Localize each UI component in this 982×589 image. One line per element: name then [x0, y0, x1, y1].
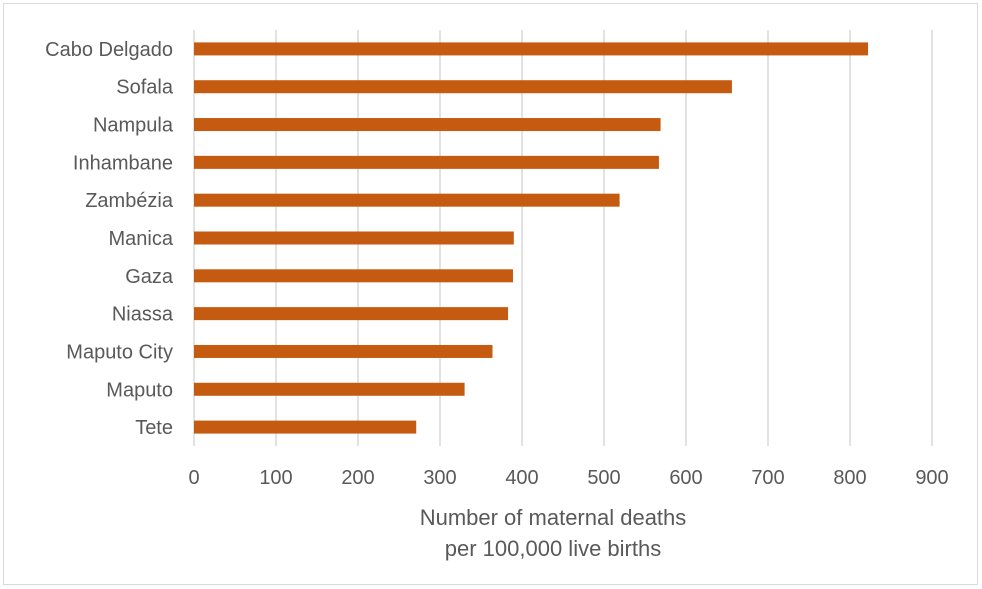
x-tick-label: 500 [587, 467, 620, 489]
chart-frame [3, 3, 978, 585]
category-label: Maputo [106, 379, 173, 401]
bar-tete [194, 420, 417, 434]
x-tick-label: 900 [915, 467, 948, 489]
category-label: Gaza [125, 266, 174, 288]
category-label: Nampula [93, 115, 174, 137]
x-tick-label: 800 [833, 467, 866, 489]
x-tick-label: 0 [188, 467, 199, 489]
x-axis-title-line-2: per 100,000 live births [445, 536, 661, 561]
category-label: Cabo Delgado [45, 39, 173, 61]
x-tick-label: 200 [341, 467, 374, 489]
bars [194, 42, 869, 434]
bar-gaza [194, 269, 513, 283]
bar-sofala [194, 80, 732, 94]
bar-cabo-delgado [194, 42, 869, 56]
category-label: Zambézia [85, 190, 174, 212]
x-tick-label: 700 [751, 467, 784, 489]
bar-nampula [194, 118, 661, 132]
bar-zamb-zia [194, 193, 620, 207]
bar-niassa [194, 307, 509, 321]
x-tick-label: 100 [259, 467, 292, 489]
category-label: Manica [109, 228, 174, 250]
category-labels: Cabo Delgado Sofala Nampula Inhambane Zambéz… [45, 39, 174, 439]
bar-maputo-city [194, 344, 493, 358]
x-tick-labels: 0 100 200 300 400 500 600 700 800 900 [188, 467, 948, 489]
category-label: Sofala [116, 77, 174, 99]
category-label: Tete [135, 417, 173, 439]
grid-lines [193, 30, 933, 446]
x-tick-label: 300 [423, 467, 456, 489]
bar-inhambane [194, 155, 659, 169]
bar-maputo [194, 382, 465, 396]
x-axis-title-line-1: Number of maternal deaths [420, 505, 687, 530]
category-label: Inhambane [73, 152, 173, 174]
x-tick-label: 400 [505, 467, 538, 489]
bar-manica [194, 231, 514, 245]
x-tick-label: 600 [669, 467, 702, 489]
category-label: Niassa [112, 304, 174, 326]
category-label: Maputo City [66, 341, 173, 363]
